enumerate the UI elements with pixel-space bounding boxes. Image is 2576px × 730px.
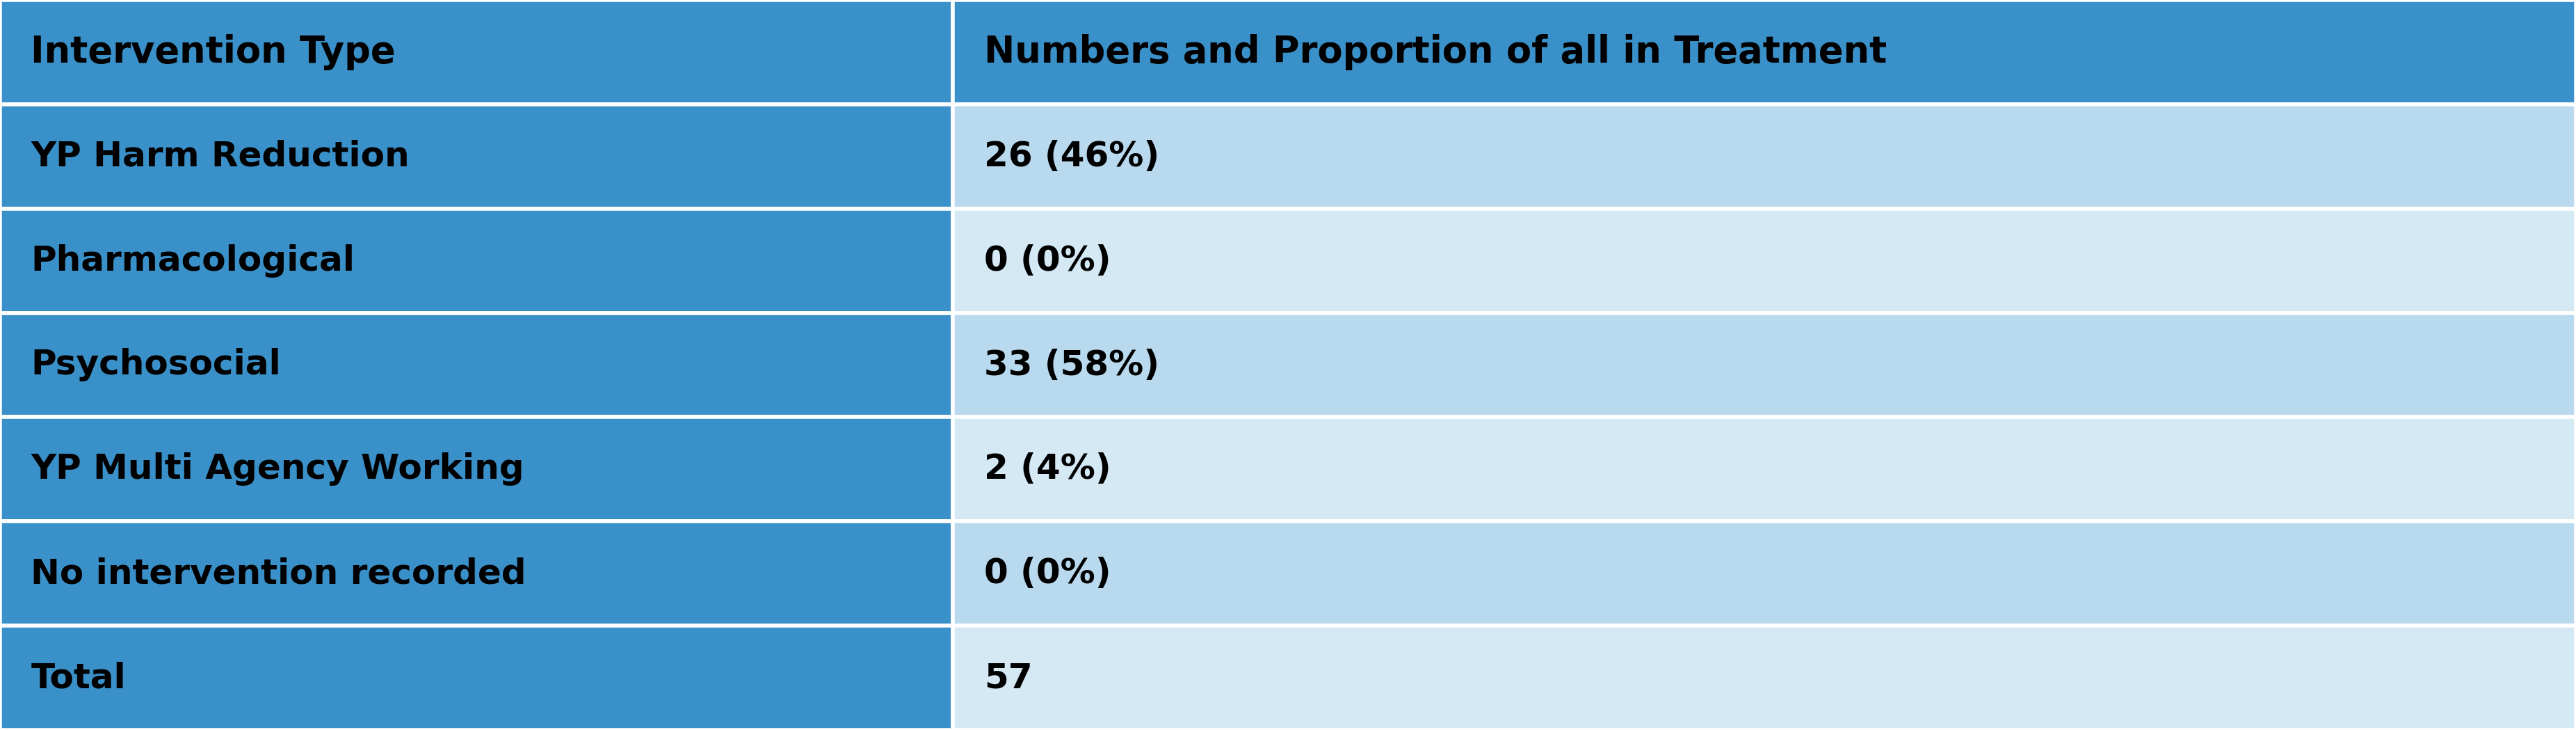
Text: 26 (46%): 26 (46%) xyxy=(984,139,1159,173)
Bar xyxy=(953,313,2576,417)
Text: 2 (4%): 2 (4%) xyxy=(984,453,1110,486)
Text: 0 (0%): 0 (0%) xyxy=(984,557,1110,591)
Text: Intervention Type: Intervention Type xyxy=(31,34,397,70)
Bar xyxy=(953,104,2576,209)
Bar xyxy=(0,104,953,209)
Bar xyxy=(953,0,2576,104)
Bar xyxy=(953,209,2576,313)
Bar xyxy=(0,417,953,521)
Bar xyxy=(0,313,953,417)
Bar xyxy=(953,521,2576,626)
Bar xyxy=(953,626,2576,730)
Text: 57: 57 xyxy=(984,661,1033,694)
Text: 33 (58%): 33 (58%) xyxy=(984,348,1159,382)
Bar xyxy=(953,417,2576,521)
Bar xyxy=(0,521,953,626)
Text: Psychosocial: Psychosocial xyxy=(31,348,281,382)
Text: Pharmacological: Pharmacological xyxy=(31,244,355,277)
Text: YP Harm Reduction: YP Harm Reduction xyxy=(31,139,410,173)
Bar xyxy=(0,626,953,730)
Bar xyxy=(0,0,953,104)
Text: Total: Total xyxy=(31,661,126,694)
Text: Numbers and Proportion of all in Treatment: Numbers and Proportion of all in Treatme… xyxy=(984,34,1886,70)
Bar xyxy=(0,209,953,313)
Text: YP Multi Agency Working: YP Multi Agency Working xyxy=(31,453,526,486)
Text: 0 (0%): 0 (0%) xyxy=(984,244,1110,277)
Text: No intervention recorded: No intervention recorded xyxy=(31,557,526,591)
